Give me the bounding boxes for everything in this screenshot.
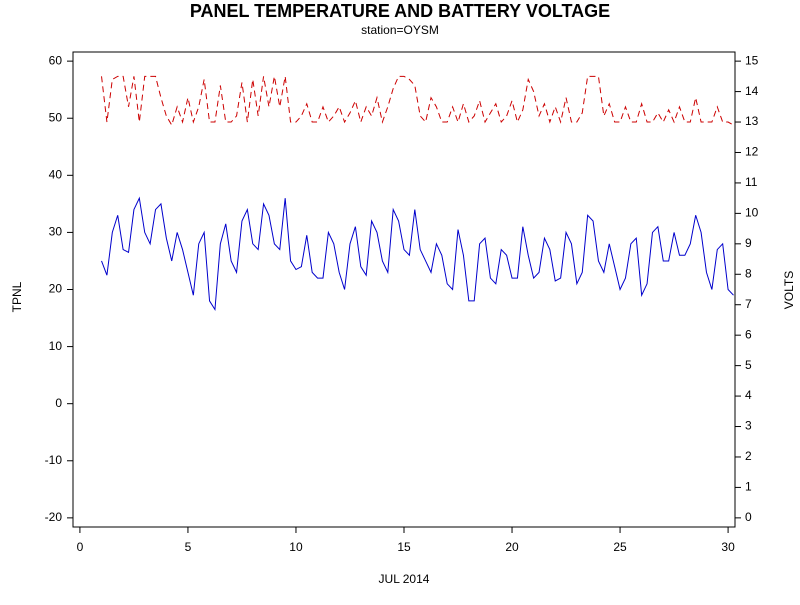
series-line xyxy=(101,75,734,127)
x-tick-label: 0 xyxy=(77,540,84,554)
x-tick-label: 30 xyxy=(721,540,735,554)
y-tick-label: 50 xyxy=(49,110,63,124)
y2-tick-label: 5 xyxy=(745,358,752,372)
y2-tick-label: 8 xyxy=(745,266,752,280)
y2-tick-label: 3 xyxy=(745,419,752,433)
y2-tick-label: 13 xyxy=(745,114,759,128)
plot-frame xyxy=(72,51,736,528)
y2-tick-label: 1 xyxy=(745,480,752,494)
y-tick-label: -10 xyxy=(45,453,63,467)
y2-tick-label: 14 xyxy=(745,84,759,98)
chart-subtitle: station=OYSM xyxy=(361,23,439,37)
y-tick-label: 30 xyxy=(49,225,63,239)
y2-tick-label: 4 xyxy=(745,388,752,402)
x-tick-label: 20 xyxy=(505,540,519,554)
y2-tick-label: 15 xyxy=(745,53,759,67)
y-tick-label: 0 xyxy=(55,396,62,410)
series-line xyxy=(101,196,734,312)
y2-tick-label: 7 xyxy=(745,297,752,311)
chart-title: PANEL TEMPERATURE AND BATTERY VOLTAGE xyxy=(190,1,610,21)
y2-tick-label: 9 xyxy=(745,236,752,250)
y2-axis-label: VOLTS xyxy=(782,271,796,309)
y-axis-label: TPNL xyxy=(10,281,24,312)
y2-tick-label: 0 xyxy=(745,510,752,524)
y-tick-label: 20 xyxy=(49,282,63,296)
y-tick-label: 40 xyxy=(49,167,63,181)
x-tick-label: 10 xyxy=(289,540,303,554)
y2-tick-label: 2 xyxy=(745,449,752,463)
y-tick-label: 60 xyxy=(49,53,63,67)
y2-tick-label: 12 xyxy=(745,145,759,159)
x-tick-label: 5 xyxy=(185,540,192,554)
x-axis-label: JUL 2014 xyxy=(379,572,430,586)
x-tick-label: 15 xyxy=(397,540,411,554)
x-tick-label: 25 xyxy=(613,540,627,554)
y-tick-label: -20 xyxy=(45,510,63,524)
y2-tick-label: 6 xyxy=(745,327,752,341)
y-tick-label: 10 xyxy=(49,339,63,353)
y2-tick-label: 10 xyxy=(745,206,759,220)
y2-tick-label: 11 xyxy=(745,175,758,189)
